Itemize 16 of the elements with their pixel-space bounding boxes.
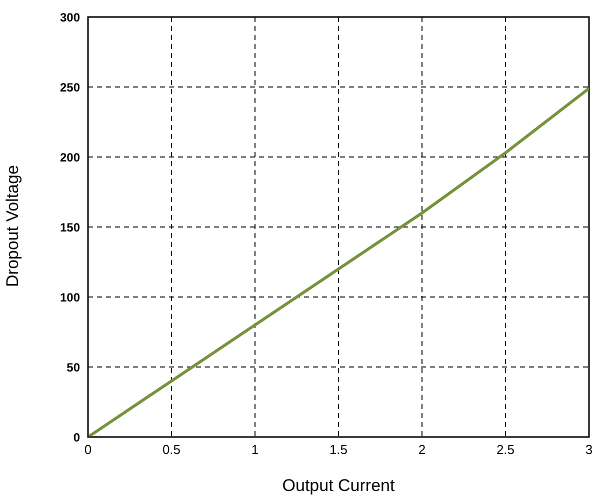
y-tick-label: 150: [60, 220, 80, 234]
y-tick-label: 50: [66, 360, 80, 374]
x-axis-title: Output Current: [282, 476, 395, 495]
y-axis-title: Dropout Voltage: [3, 165, 22, 287]
y-tick-label: 100: [60, 290, 80, 304]
y-tick-label: 0: [73, 430, 80, 444]
x-tick-label: 2.5: [496, 442, 515, 458]
y-tick-label: 300: [60, 10, 80, 24]
x-tick-label: 0.5: [162, 442, 181, 458]
x-tick-label: 1: [251, 442, 259, 458]
x-tick-label: 3: [585, 442, 593, 458]
x-tick-label: 1.5: [329, 442, 348, 458]
y-tick-label: 200: [60, 150, 80, 164]
y-tick-label: 250: [60, 80, 80, 94]
x-tick-label: 0: [84, 442, 92, 458]
x-tick-label: 2: [418, 442, 426, 458]
